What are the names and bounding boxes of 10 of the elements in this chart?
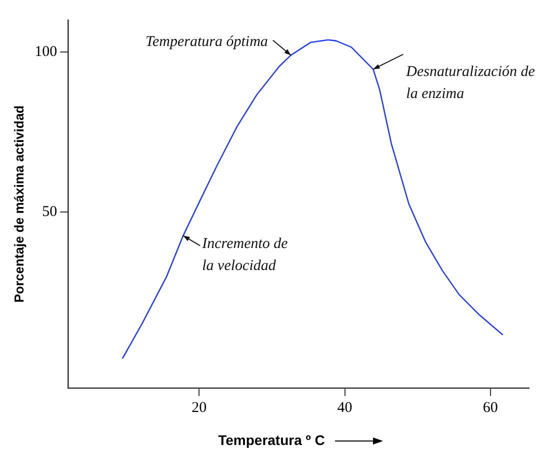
x-tick-label: 60	[482, 400, 498, 416]
x-tick-label: 40	[337, 400, 352, 416]
y-axis-title: Porcentaje de máxima actividad	[11, 105, 26, 303]
x-tick-label: 20	[192, 400, 207, 416]
x-axis-title: Temperatura º C	[218, 432, 325, 448]
annotation: Temperatura óptima	[146, 33, 268, 52]
y-tick-label: 50	[42, 204, 58, 220]
y-tick-label: 100	[34, 44, 58, 60]
annotation: Incremento de la velocidad	[202, 234, 289, 276]
annotation: Desnaturalización de la enzima	[406, 63, 536, 104]
